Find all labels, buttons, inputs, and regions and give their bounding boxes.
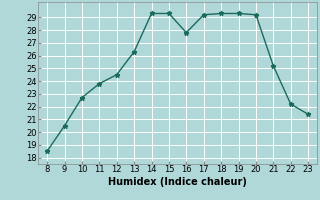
X-axis label: Humidex (Indice chaleur): Humidex (Indice chaleur) [108, 177, 247, 187]
